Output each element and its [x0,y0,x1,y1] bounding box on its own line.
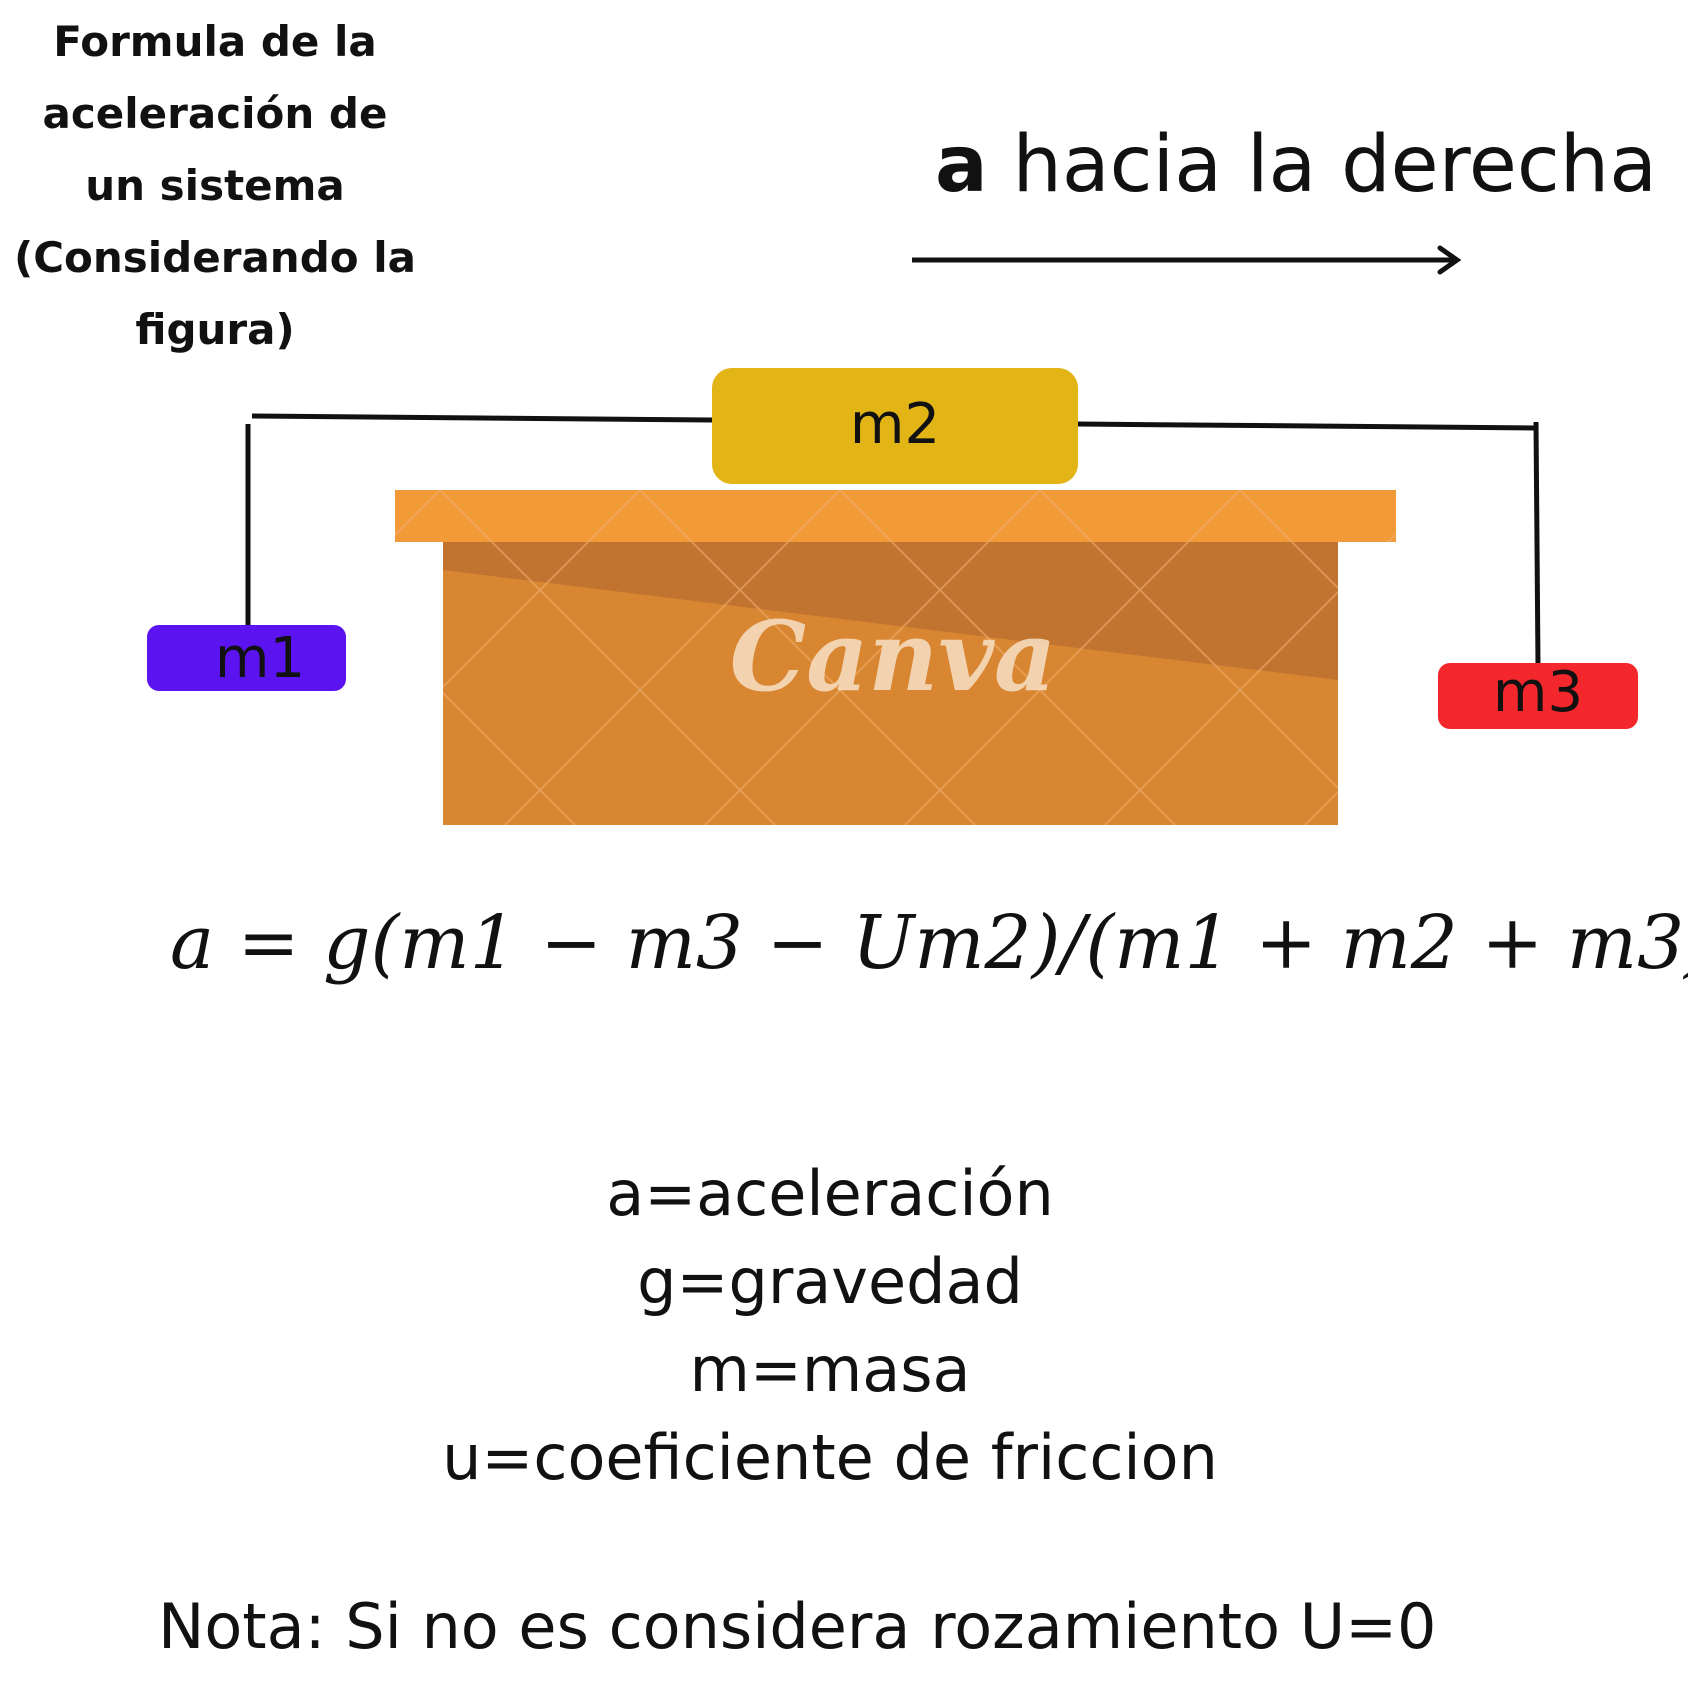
title-line: Formula de la [53,17,377,66]
mass-label-m1: m1 [214,626,306,691]
mass-block-m3 [1438,663,1638,729]
mass-block-m2 [712,368,1078,484]
rope-left [251,413,713,423]
legend-item: m=masa [689,1333,971,1406]
mass-block-m1 [147,625,346,691]
title-line: (Considerando la [14,233,416,282]
mass-label-m2: m2 [849,392,941,457]
direction-text: hacia la derecha [1012,120,1658,210]
acceleration-direction-label: a hacia la derecha [935,120,1657,210]
rope-right-vertical [1533,421,1541,666]
variable-legend: a=aceleración g=gravedad m=masa u=coefic… [330,1150,1330,1502]
legend-item: g=gravedad [637,1245,1023,1318]
figure-title: Formula de la aceleración de un sistema … [0,6,430,366]
title-line: un sistema [85,161,345,210]
rope-right [1077,421,1537,431]
mass-label-m3: m3 [1492,660,1584,725]
title-line: figura) [135,305,295,354]
table [395,490,1396,825]
ropes [245,413,1541,666]
acceleration-arrow [912,245,1462,275]
legend-item: a=aceleración [606,1157,1054,1230]
legend-item: u=coeficiente de friccion [442,1421,1218,1494]
friction-note: Nota: Si no es considera rozamiento U=0 [158,1590,1437,1663]
title-line: aceleración de [42,89,388,138]
acceleration-formula: a = g(m1 − m3 − Um2)/(m1 + m2 + m3) [170,900,1688,986]
canva-watermark: Canva [730,600,1056,713]
acceleration-symbol: a [935,120,988,210]
